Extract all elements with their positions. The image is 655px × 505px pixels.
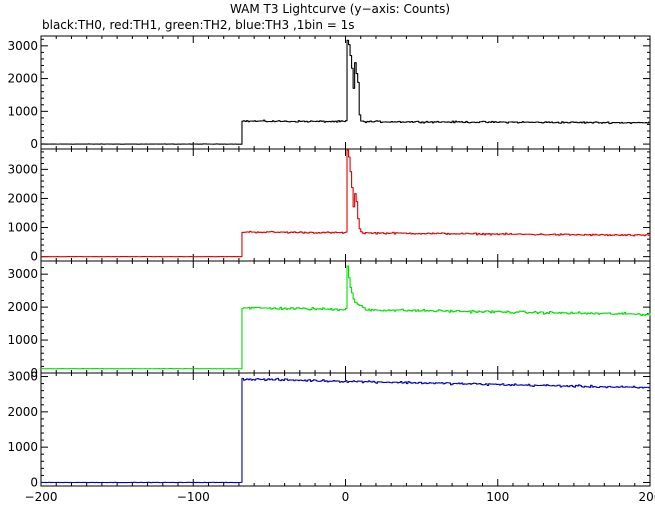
chart-title: WAM T3 Lightcurve (y−axis: Counts) [230,2,450,16]
panel-th2: 0 1000 2000 3000 [7,260,651,380]
series-line-th3 [41,377,651,484]
y-tick-label: 2000 [7,405,38,419]
y-tick-label: 3000 [7,267,38,281]
y-tick-label: 3000 [7,39,38,53]
panel-th0: 0 1000 2000 3000 [7,35,651,151]
x-tick-label: −100 [177,490,210,504]
chart-subtitle: black:TH0, red:TH1, green:TH2, blue:TH3 … [42,18,355,32]
y-tick-label: 0 [30,250,38,264]
x-axis: −200 −100 0 100 200 [25,490,655,504]
y-tick-label: 1000 [7,104,38,118]
panel-th1: 0 1000 2000 3000 [7,148,651,264]
y-tick-label: 1000 [7,440,38,454]
y-tick-label: 0 [30,366,38,380]
panel-frame [40,35,651,150]
panels-group: 0100020003000010002000300001000200030000… [7,35,651,489]
x-tick-label: 200 [639,490,655,504]
y-tick-label: 0 [30,475,38,489]
y-tick-label: 0 [30,137,38,151]
series-line-th2 [41,265,651,370]
y-tick-label: 2000 [7,72,38,86]
x-tick-label: 100 [486,490,509,504]
series-line-th0 [41,39,651,145]
x-tick-label: −200 [25,490,58,504]
y-tick-label: 1000 [7,221,38,235]
y-tick-label: 3000 [7,162,38,176]
x-tick-label: 0 [342,490,350,504]
panel-frame [40,260,651,374]
series-line-th1 [41,149,651,258]
y-tick-label: 2000 [7,300,38,314]
panel-frame [40,148,651,262]
y-tick-label: 1000 [7,333,38,347]
panel-th3: 0 1000 2000 3000 [7,370,651,489]
y-tick-label: 3000 [7,370,38,384]
y-tick-label: 2000 [7,191,38,205]
panel-frame [40,372,651,487]
